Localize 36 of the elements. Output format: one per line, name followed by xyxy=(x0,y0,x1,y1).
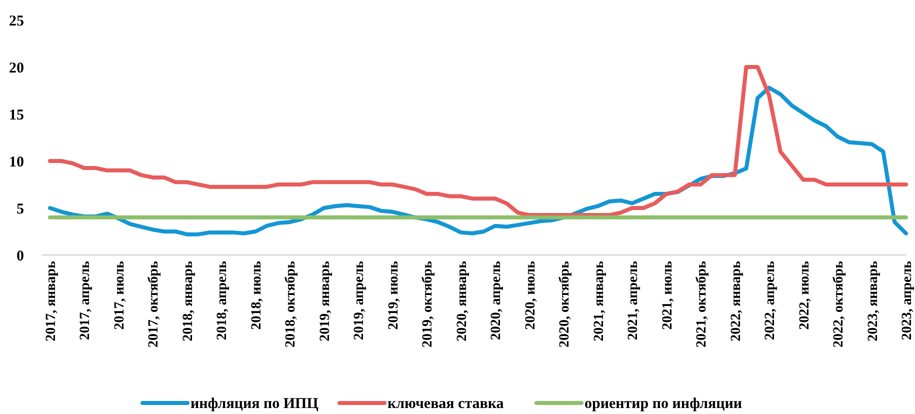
x-tick-label: 2021, апрель xyxy=(626,260,642,340)
x-tick-label: 2018, апрель xyxy=(215,260,230,340)
legend-label: ориентир по инфляции xyxy=(584,396,742,412)
x-tick-label: 2020, апрель xyxy=(489,260,504,340)
x-tick-label: 2021, июль xyxy=(660,260,676,330)
legend-label: ключевая ставка xyxy=(388,396,504,412)
x-tick-label: 2017, октябрь xyxy=(146,260,162,348)
x-tick-label: 2018, июль xyxy=(249,260,264,330)
x-tick-label: 2023, апрель xyxy=(900,260,915,340)
x-tick-label: 2020, январь xyxy=(454,260,470,342)
x-tick-label: 2019, январь xyxy=(318,260,333,342)
x-tick-label: 2021, январь xyxy=(592,260,607,342)
y-tick-label: 15 xyxy=(9,107,24,124)
x-tick-label: 2022, апрель xyxy=(763,260,778,340)
y-tick-label: 5 xyxy=(16,201,24,218)
y-tick-label: 20 xyxy=(9,60,24,76)
x-tick-label: 2021, октябрь xyxy=(694,260,710,348)
x-tick-label: 2018, январь xyxy=(180,260,196,342)
x-tick-label: 2020, июль xyxy=(523,260,538,330)
x-tick-label: 2023, январь xyxy=(866,260,881,342)
y-tick-label: 10 xyxy=(9,154,24,170)
x-tick-label: 2020, октябрь xyxy=(558,260,573,348)
x-tick-label: 2017, апрель xyxy=(78,260,94,340)
x-tick-label: 2022, январь xyxy=(728,260,744,342)
y-tick-label: 0 xyxy=(16,248,24,264)
x-tick-label: 2019, октябрь xyxy=(420,260,436,348)
x-tick-label: 2017, июль xyxy=(112,260,128,330)
x-tick-label: 2017, январь xyxy=(44,260,59,342)
legend-label: инфляция по ИПЦ xyxy=(190,396,319,412)
line-series xyxy=(48,65,908,218)
x-tick-label: 2019, апрель xyxy=(352,260,368,340)
x-tick-label: 2022, октябрь xyxy=(832,260,847,348)
x-tick-label: 2019, июль xyxy=(386,260,402,330)
y-tick-label: 25 xyxy=(9,13,24,30)
x-tick-label: 2022, июль xyxy=(797,260,812,330)
x-tick-label: 2018, октябрь xyxy=(284,260,299,348)
